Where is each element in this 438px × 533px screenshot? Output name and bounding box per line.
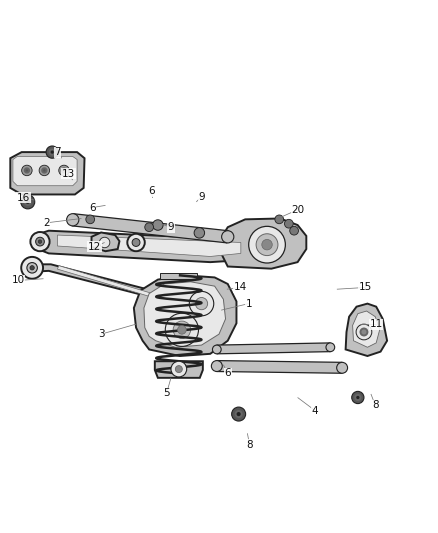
Circle shape: [21, 257, 43, 279]
Circle shape: [99, 237, 110, 248]
Circle shape: [195, 297, 208, 310]
Text: 6: 6: [148, 187, 155, 196]
Polygon shape: [13, 157, 77, 185]
Circle shape: [21, 165, 32, 176]
Text: 11: 11: [370, 319, 383, 329]
Circle shape: [25, 168, 29, 173]
Circle shape: [152, 220, 163, 230]
Circle shape: [59, 165, 69, 176]
Circle shape: [165, 313, 198, 346]
Text: 8: 8: [372, 400, 378, 410]
Polygon shape: [32, 264, 211, 312]
Circle shape: [222, 231, 234, 243]
Circle shape: [194, 228, 205, 238]
Polygon shape: [11, 152, 85, 195]
Text: 6: 6: [224, 368, 231, 378]
Circle shape: [285, 220, 293, 228]
Text: 10: 10: [11, 276, 25, 286]
Circle shape: [256, 234, 278, 256]
Text: 12: 12: [88, 242, 101, 252]
Polygon shape: [38, 231, 267, 262]
Polygon shape: [72, 214, 228, 243]
Text: 2: 2: [43, 218, 50, 228]
Text: 6: 6: [89, 203, 95, 213]
Circle shape: [67, 214, 79, 226]
Polygon shape: [155, 361, 203, 378]
Text: 7: 7: [54, 147, 61, 157]
Circle shape: [42, 168, 46, 173]
Circle shape: [249, 227, 286, 263]
Text: 5: 5: [163, 388, 170, 398]
Text: 4: 4: [312, 406, 318, 416]
Text: 1: 1: [245, 298, 252, 309]
Circle shape: [25, 199, 31, 205]
Circle shape: [326, 343, 335, 352]
Circle shape: [145, 223, 153, 231]
Text: 9: 9: [168, 222, 174, 232]
Text: 13: 13: [62, 169, 75, 179]
Circle shape: [212, 361, 222, 372]
Circle shape: [30, 265, 34, 270]
Polygon shape: [160, 273, 197, 279]
Circle shape: [30, 232, 49, 251]
Circle shape: [236, 411, 242, 417]
Circle shape: [232, 407, 246, 421]
Circle shape: [35, 237, 44, 246]
Circle shape: [27, 263, 37, 273]
Circle shape: [49, 149, 55, 155]
Circle shape: [175, 366, 182, 373]
Polygon shape: [57, 265, 186, 306]
Circle shape: [352, 391, 364, 403]
Polygon shape: [221, 219, 306, 269]
Polygon shape: [353, 311, 380, 348]
Circle shape: [275, 215, 284, 224]
Polygon shape: [144, 282, 226, 348]
Text: 8: 8: [246, 440, 253, 450]
Circle shape: [173, 321, 191, 338]
Circle shape: [360, 328, 367, 335]
Circle shape: [290, 227, 298, 235]
Circle shape: [171, 361, 187, 377]
Circle shape: [189, 292, 214, 316]
Circle shape: [356, 324, 372, 340]
Circle shape: [337, 362, 348, 373]
Circle shape: [39, 165, 49, 176]
Polygon shape: [217, 343, 330, 354]
Circle shape: [38, 240, 42, 244]
Polygon shape: [217, 361, 342, 373]
Circle shape: [62, 168, 66, 173]
Polygon shape: [134, 275, 237, 356]
Text: 3: 3: [98, 329, 104, 339]
Circle shape: [46, 146, 58, 158]
Circle shape: [355, 395, 360, 400]
Circle shape: [132, 239, 140, 246]
Polygon shape: [92, 232, 120, 251]
Circle shape: [262, 239, 272, 250]
Circle shape: [177, 326, 186, 334]
Text: 20: 20: [291, 205, 304, 215]
Text: 16: 16: [17, 192, 30, 203]
Circle shape: [127, 234, 145, 251]
Polygon shape: [346, 304, 387, 356]
Text: 15: 15: [359, 282, 372, 293]
Circle shape: [212, 345, 221, 354]
Circle shape: [21, 195, 35, 209]
Circle shape: [86, 215, 95, 224]
Polygon shape: [57, 235, 241, 256]
Text: 14: 14: [233, 282, 247, 293]
Text: 9: 9: [198, 192, 205, 201]
